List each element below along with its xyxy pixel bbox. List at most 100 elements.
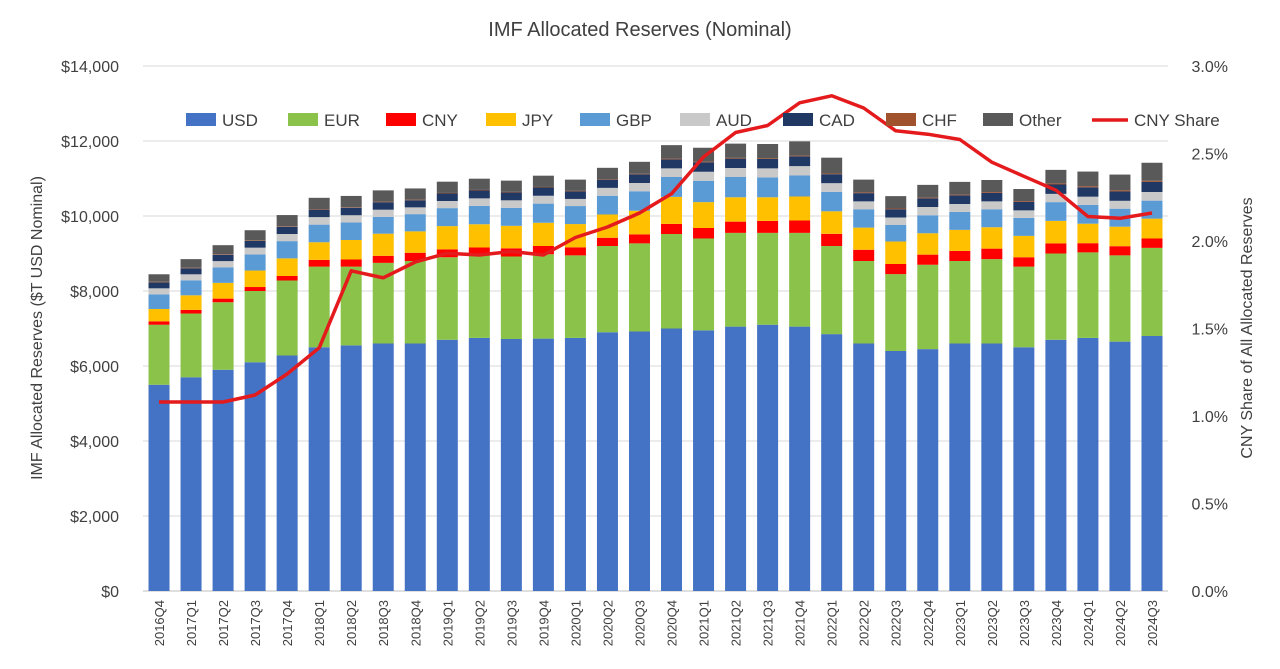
bar-eur-2017q2 <box>212 302 234 370</box>
bar-jpy-2021q4 <box>789 196 811 221</box>
bar-aud-2021q4 <box>789 166 811 176</box>
bar-eur-2019q4 <box>532 254 554 339</box>
bar-aud-2019q2 <box>468 198 490 206</box>
y-tick-label: $0 <box>101 584 119 601</box>
bar-other-2017q1 <box>180 259 202 268</box>
bar-jpy-2024q3 <box>1141 218 1163 239</box>
bar-aud-2024q2 <box>1109 200 1131 209</box>
bar-cny-2023q3 <box>1013 257 1035 267</box>
y-tick-label: $4,000 <box>70 434 119 451</box>
bar-chf-2016q4 <box>148 281 170 283</box>
x-tick-label: 2018Q1 <box>312 600 327 646</box>
bar-eur-2020q4 <box>661 234 683 329</box>
legend-label: USD <box>222 111 258 130</box>
bar-chf-2018q1 <box>308 209 330 210</box>
x-tick-label: 2024Q3 <box>1145 600 1160 646</box>
bar-gbp-2021q3 <box>757 177 779 198</box>
y2-tick-label: 2.5% <box>1192 147 1228 164</box>
bar-jpy-2022q3 <box>885 241 907 264</box>
bar-cad-2020q1 <box>564 191 586 199</box>
bar-cny-2020q3 <box>628 234 650 244</box>
bar-cad-2021q4 <box>789 156 811 167</box>
x-tick-label: 2020Q3 <box>632 600 647 646</box>
bar-gbp-2021q2 <box>725 177 747 198</box>
bar-gbp-2023q3 <box>1013 217 1035 236</box>
bar-cny-2023q2 <box>981 248 1003 260</box>
bar-cad-2023q2 <box>981 192 1003 202</box>
bar-cad-2022q4 <box>917 198 939 207</box>
y-tick-label: $10,000 <box>61 209 119 226</box>
bar-chf-2024q2 <box>1109 190 1131 192</box>
legend-label: AUD <box>716 111 752 130</box>
bar-eur-2023q4 <box>1045 253 1067 340</box>
bar-other-2022q4 <box>917 184 939 198</box>
bar-jpy-2023q1 <box>949 229 971 251</box>
bar-usd-2022q4 <box>917 349 939 591</box>
bar-eur-2021q1 <box>693 238 715 331</box>
axes: $0 $2,000 $4,000 $6,000 $8,000 $10,000 $12,000… <box>61 59 1228 646</box>
bar-other-2020q3 <box>628 161 650 174</box>
bar-other-2024q3 <box>1141 162 1163 181</box>
bar-cad-2021q1 <box>693 162 715 172</box>
bar-cad-2017q2 <box>212 254 234 262</box>
bar-eur-2019q1 <box>436 257 458 340</box>
bar-cny-2020q1 <box>564 247 586 256</box>
bar-other-2016q4 <box>148 274 170 282</box>
bar-jpy-2023q2 <box>981 227 1003 249</box>
y2-tick-label: 0.5% <box>1192 497 1228 514</box>
bar-cny-2018q4 <box>404 252 426 261</box>
bar-usd-2021q1 <box>693 330 715 591</box>
bar-cny-2024q2 <box>1109 246 1131 256</box>
bar-cny-2021q1 <box>693 228 715 239</box>
x-tick-label: 2020Q1 <box>568 600 583 646</box>
bar-jpy-2019q2 <box>468 224 490 248</box>
bar-gbp-2018q2 <box>340 222 362 240</box>
bar-gbp-2020q4 <box>661 177 683 197</box>
bar-gbp-2023q2 <box>981 209 1003 228</box>
bar-eur-2019q3 <box>500 256 522 339</box>
bar-aud-2024q1 <box>1077 196 1099 205</box>
bar-chf-2019q1 <box>436 192 458 194</box>
bar-cny-2019q2 <box>468 247 490 256</box>
bar-jpy-2022q1 <box>821 211 843 234</box>
x-tick-label: 2017Q1 <box>184 600 199 646</box>
y2-tick-label: 2.0% <box>1192 234 1228 251</box>
bar-aud-2023q2 <box>981 201 1003 210</box>
legend-label: EUR <box>324 111 360 130</box>
bar-other-2018q2 <box>340 195 362 208</box>
bar-cad-2024q3 <box>1141 181 1163 192</box>
bar-eur-2017q4 <box>276 280 298 356</box>
bar-chf-2022q4 <box>917 197 939 199</box>
bar-other-2022q1 <box>821 157 843 174</box>
bar-jpy-2020q4 <box>661 196 683 224</box>
bar-other-2024q2 <box>1109 174 1131 191</box>
bar-chf-2018q3 <box>372 201 394 203</box>
bar-other-2023q3 <box>1013 189 1035 201</box>
bar-gbp-2022q2 <box>853 209 875 228</box>
bar-other-2019q1 <box>436 181 458 193</box>
bar-usd-2018q3 <box>372 343 394 591</box>
bar-cad-2018q1 <box>308 209 330 218</box>
bar-cad-2020q3 <box>628 174 650 183</box>
bar-chf-2018q4 <box>404 199 426 201</box>
bar-cad-2024q2 <box>1109 191 1131 201</box>
legend-swatch-jpy <box>486 113 516 126</box>
bar-usd-2022q2 <box>853 343 875 591</box>
bar-eur-2024q1 <box>1077 252 1099 338</box>
bar-gbp-2016q4 <box>148 294 170 309</box>
legend-label: Other <box>1019 111 1062 130</box>
bar-other-2018q4 <box>404 188 426 200</box>
bar-cad-2022q2 <box>853 193 875 202</box>
bar-other-2018q1 <box>308 197 330 210</box>
y2-tick-label: 0.0% <box>1192 584 1228 601</box>
bar-eur-2021q3 <box>757 232 779 325</box>
x-tick-label: 2024Q2 <box>1113 600 1128 646</box>
bar-eur-2022q1 <box>821 246 843 335</box>
bar-chf-2017q3 <box>244 240 266 241</box>
x-tick-label: 2023Q1 <box>953 600 968 646</box>
bar-chf-2023q4 <box>1045 183 1067 185</box>
bar-gbp-2020q1 <box>564 206 586 225</box>
bar-eur-2018q1 <box>308 266 330 348</box>
bar-usd-2021q2 <box>725 326 747 591</box>
bar-usd-2017q4 <box>276 355 298 591</box>
